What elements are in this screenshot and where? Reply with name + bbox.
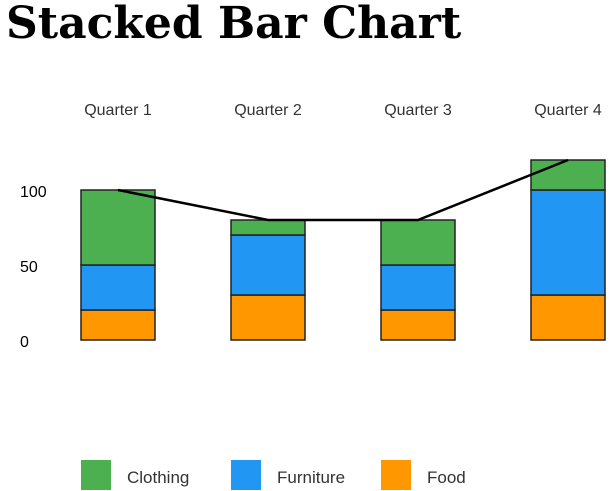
x-label-quarter-2: Quarter 2 [234, 102, 302, 119]
legend-label-furniture: Furniture [277, 468, 345, 487]
total-line-group [117, 158, 569, 222]
x-axis-labels: Quarter 1 Quarter 2 Quarter 3 Quarter 4 [84, 102, 602, 119]
legend-swatch-clothing [81, 460, 111, 490]
bar-furniture-quarter-3 [380, 264, 456, 311]
y-axis-labels: 0 50 100 [20, 184, 47, 351]
y-tick-50: 50 [20, 259, 38, 276]
bar-clothing-quarter-4 [530, 159, 606, 191]
legend-swatch-furniture [231, 460, 261, 490]
total-line [117, 158, 569, 222]
x-label-quarter-1: Quarter 1 [84, 102, 152, 119]
bar-food-quarter-3 [380, 309, 456, 341]
bars-group [80, 159, 606, 341]
bar-furniture-quarter-2 [230, 234, 306, 296]
bar-food-quarter-1 [80, 309, 156, 341]
y-tick-100: 100 [20, 184, 47, 201]
legend-swatch-food [381, 460, 411, 490]
legend: Clothing Furniture Food [81, 460, 466, 490]
bar-furniture-quarter-4 [530, 189, 606, 296]
bar-food-quarter-4 [530, 294, 606, 341]
bar-clothing-quarter-3 [380, 219, 456, 266]
bar-furniture-quarter-1 [80, 264, 156, 311]
x-label-quarter-4: Quarter 4 [534, 102, 602, 119]
legend-label-clothing: Clothing [127, 468, 189, 487]
x-label-quarter-3: Quarter 3 [384, 102, 452, 119]
bar-food-quarter-2 [230, 294, 306, 341]
y-tick-0: 0 [20, 334, 29, 351]
legend-label-food: Food [427, 468, 466, 487]
bar-clothing-quarter-1 [80, 189, 156, 266]
bar-clothing-quarter-2 [230, 219, 306, 236]
chart-title: Stacked Bar Chart [6, 0, 462, 49]
